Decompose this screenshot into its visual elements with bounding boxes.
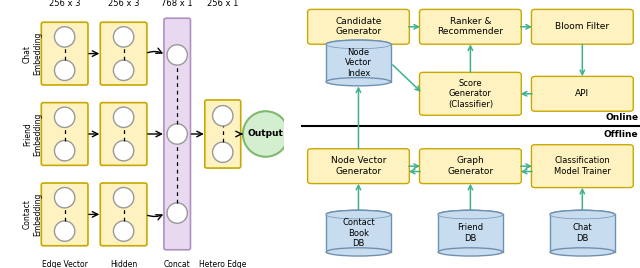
Text: Score
Generator
(Classifier): Score Generator (Classifier) — [448, 79, 493, 109]
Ellipse shape — [550, 210, 614, 218]
Ellipse shape — [438, 248, 502, 256]
Circle shape — [212, 142, 233, 162]
Text: 768 x 1: 768 x 1 — [161, 0, 193, 8]
FancyBboxPatch shape — [164, 18, 191, 250]
Circle shape — [113, 221, 134, 241]
FancyBboxPatch shape — [420, 9, 521, 44]
FancyBboxPatch shape — [531, 76, 633, 111]
Text: Output: Output — [248, 129, 284, 139]
Ellipse shape — [326, 78, 390, 86]
Ellipse shape — [326, 40, 390, 48]
Text: 256 x 3: 256 x 3 — [49, 0, 81, 8]
Text: API: API — [575, 89, 589, 98]
Bar — [326, 44, 390, 82]
Circle shape — [113, 27, 134, 47]
FancyBboxPatch shape — [308, 149, 410, 184]
FancyBboxPatch shape — [42, 22, 88, 85]
Ellipse shape — [326, 248, 390, 256]
Circle shape — [54, 27, 75, 47]
Bar — [550, 214, 614, 252]
Text: Graph
Generator: Graph Generator — [447, 157, 493, 176]
FancyBboxPatch shape — [531, 9, 633, 44]
Circle shape — [167, 203, 188, 223]
Text: Classification
Model Trainer: Classification Model Trainer — [554, 157, 611, 176]
Text: Offline: Offline — [604, 130, 638, 139]
Text: Node Vector
Generator: Node Vector Generator — [331, 157, 386, 176]
Circle shape — [113, 60, 134, 80]
Ellipse shape — [326, 210, 390, 218]
Ellipse shape — [438, 210, 502, 218]
FancyBboxPatch shape — [100, 183, 147, 246]
Circle shape — [113, 188, 134, 208]
Text: Concat: Concat — [164, 260, 191, 268]
FancyBboxPatch shape — [420, 72, 521, 115]
Text: Contact
Embedding: Contact Embedding — [23, 193, 42, 236]
Circle shape — [167, 45, 188, 65]
Bar — [438, 214, 502, 252]
Circle shape — [54, 188, 75, 208]
FancyBboxPatch shape — [531, 145, 633, 188]
FancyBboxPatch shape — [420, 149, 521, 184]
FancyBboxPatch shape — [308, 9, 410, 44]
Text: Edge Vector: Edge Vector — [42, 260, 88, 268]
Circle shape — [54, 107, 75, 128]
Circle shape — [167, 124, 188, 144]
Text: Ranker &
Recommender: Ranker & Recommender — [437, 17, 504, 36]
Text: Hetero Edge
Embedding: Hetero Edge Embedding — [199, 260, 246, 268]
FancyBboxPatch shape — [100, 103, 147, 165]
Text: Bloom Filter: Bloom Filter — [556, 22, 609, 31]
Text: Chat
DB: Chat DB — [573, 224, 592, 243]
Text: Candidate
Generator: Candidate Generator — [335, 17, 381, 36]
Circle shape — [54, 60, 75, 80]
Text: Hidden: Hidden — [110, 260, 137, 268]
Ellipse shape — [438, 210, 502, 218]
FancyBboxPatch shape — [42, 183, 88, 246]
Ellipse shape — [326, 210, 390, 218]
Circle shape — [54, 221, 75, 241]
Text: Node
Vector
Index: Node Vector Index — [345, 48, 372, 78]
Circle shape — [243, 111, 289, 157]
FancyBboxPatch shape — [205, 100, 241, 168]
Text: 256 x 3: 256 x 3 — [108, 0, 140, 8]
Bar — [326, 214, 390, 252]
Text: Online: Online — [605, 113, 638, 122]
Text: Chat
Embedding: Chat Embedding — [23, 32, 42, 75]
Text: Friend
DB: Friend DB — [458, 224, 483, 243]
Ellipse shape — [550, 248, 614, 256]
Ellipse shape — [550, 210, 614, 218]
Text: 256 x 1: 256 x 1 — [207, 0, 239, 8]
Circle shape — [54, 140, 75, 161]
Circle shape — [113, 107, 134, 128]
Circle shape — [113, 140, 134, 161]
Text: Friend
Embedding: Friend Embedding — [23, 112, 42, 156]
Text: Contact
Book
DB: Contact Book DB — [342, 218, 375, 248]
FancyBboxPatch shape — [100, 22, 147, 85]
Ellipse shape — [326, 40, 390, 48]
FancyBboxPatch shape — [42, 103, 88, 165]
Circle shape — [212, 106, 233, 126]
